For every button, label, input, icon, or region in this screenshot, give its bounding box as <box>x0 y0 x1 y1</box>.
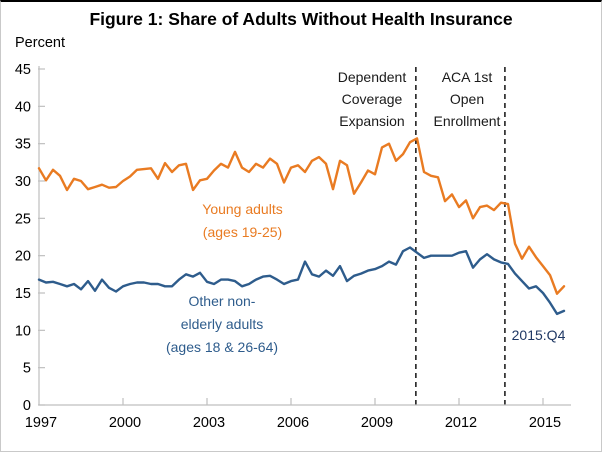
series-line-1 <box>37 246 566 316</box>
series-label-other-nonelderly-adults: Other non- elderly adults (ages 18 & 26-… <box>130 290 314 359</box>
end-point-annotation: 2015:Q4 <box>511 327 566 343</box>
vline-label-dependent-coverage-expansion: Dependent Coverage Expansion <box>302 66 442 132</box>
label-line: Open <box>449 91 485 107</box>
y-tick-label: 5 <box>23 361 31 377</box>
label-line: Coverage <box>341 91 403 107</box>
y-tick-label: 0 <box>23 398 31 414</box>
x-tick-label: 2000 <box>109 415 141 431</box>
x-tick-label: 2003 <box>193 415 225 431</box>
figure-title: Figure 1: Share of Adults Without Health… <box>89 9 513 29</box>
y-tick-label: 45 <box>15 62 31 78</box>
x-tick-label: 2009 <box>361 415 393 431</box>
label-line: Expansion <box>339 113 405 129</box>
label-line: Dependent <box>337 69 407 85</box>
y-axis-title: Percent <box>15 35 65 51</box>
y-tick-label: 25 <box>15 211 31 227</box>
x-tick-label: 2015 <box>529 415 561 431</box>
label-line: elderly adults <box>180 316 264 332</box>
vline-label-aca-open-enrollment: ACA 1st Open Enrollment <box>421 66 513 132</box>
x-tick-label: 1997 <box>25 415 57 431</box>
label-line: (ages 18 & 26-64) <box>165 339 279 355</box>
label-line: Other non- <box>188 293 256 309</box>
label-line: (ages 19-25) <box>202 224 283 240</box>
x-tick-label: 2012 <box>445 415 477 431</box>
series-line-0 <box>37 137 566 295</box>
label-line: ACA 1st <box>441 69 493 85</box>
series-label-young-adults: Young adults (ages 19-25) <box>165 198 320 244</box>
x-tick-label: 2006 <box>277 415 309 431</box>
label-line: Enrollment <box>433 113 501 129</box>
y-tick-label: 10 <box>15 323 31 339</box>
y-tick-label: 20 <box>15 249 31 265</box>
y-tick-label: 15 <box>15 286 31 302</box>
y-tick-label: 40 <box>15 99 31 115</box>
label-line: Young adults <box>202 201 283 217</box>
y-tick-label: 35 <box>15 137 31 153</box>
y-tick-label: 30 <box>15 174 31 190</box>
